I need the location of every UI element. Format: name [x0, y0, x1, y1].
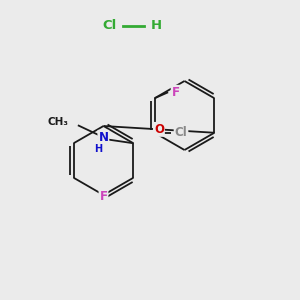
- Text: F: F: [172, 86, 180, 99]
- Text: O: O: [154, 123, 164, 136]
- Text: N: N: [98, 131, 108, 144]
- Text: Cl: Cl: [102, 19, 117, 32]
- Text: H: H: [94, 144, 102, 154]
- Text: F: F: [100, 190, 107, 203]
- Text: H: H: [150, 19, 162, 32]
- Text: CH₃: CH₃: [48, 117, 69, 127]
- Text: Cl: Cl: [175, 126, 188, 139]
